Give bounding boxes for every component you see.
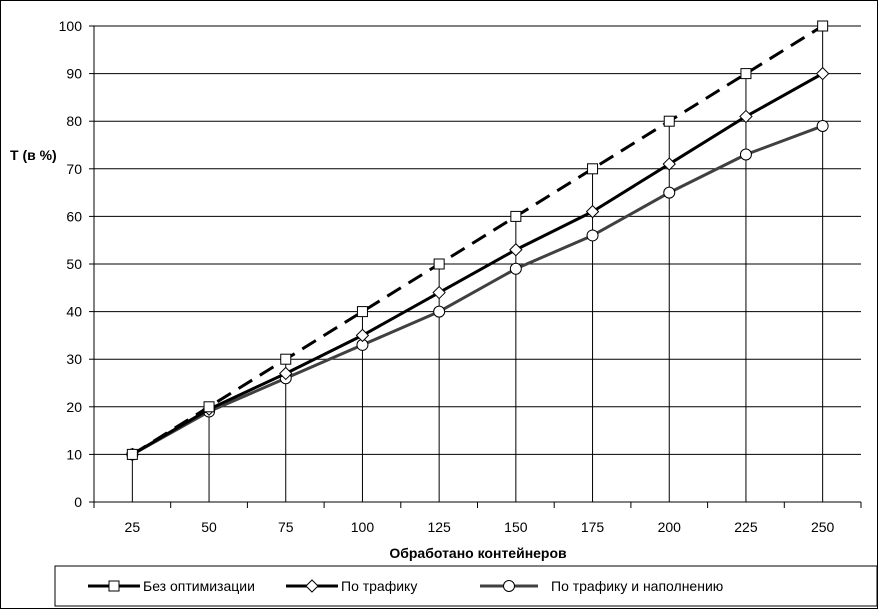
series-1-point-175 — [587, 163, 599, 175]
y-tick-labels: 0 10 20 30 40 50 60 70 80 90 100 — [59, 18, 83, 510]
series — [125, 20, 830, 462]
y-axis-title: T (в %) — [10, 147, 57, 163]
x-tick-label-25: 25 — [125, 519, 141, 535]
gridlines — [94, 25, 861, 455]
series-1-point-25 — [126, 448, 138, 460]
series-2-line — [131, 72, 824, 456]
y-tick-label-80: 80 — [66, 113, 82, 129]
series-2-point-200 — [662, 157, 676, 171]
series-1-point-200 — [663, 115, 675, 127]
series-2-point-100 — [355, 328, 370, 343]
legend-label-1: Без оптимизации — [143, 578, 255, 594]
series-2-point-125 — [432, 285, 446, 300]
series-1-line — [131, 24, 824, 456]
series-1-point-150 — [510, 210, 522, 222]
y-tick-label-40: 40 — [66, 304, 82, 320]
legend-item-1: Без оптимизации — [88, 578, 255, 594]
x-axis-title: Обработано контейнеров — [389, 545, 567, 561]
y-tick-label-50: 50 — [66, 256, 82, 272]
x-tick-label-100: 100 — [351, 519, 375, 535]
series-2-point-175 — [585, 204, 600, 219]
y-tick-label-20: 20 — [66, 399, 82, 415]
x-tick-label-75: 75 — [278, 519, 294, 535]
series-2-point-225 — [739, 109, 753, 124]
x-tick-label-125: 125 — [427, 519, 451, 535]
legend-item-3: По трафику и наполнению — [480, 578, 723, 594]
series-3-point-225 — [739, 148, 752, 161]
series-1-point-75 — [280, 353, 292, 365]
legend-label-2: По трафику — [341, 578, 417, 594]
series-3-point-125 — [433, 305, 446, 318]
axes — [89, 25, 862, 508]
y-tick-label-0: 0 — [74, 494, 82, 510]
x-tick-label-200: 200 — [658, 519, 682, 535]
x-tick-label-150: 150 — [504, 519, 528, 535]
series-3-point-200 — [663, 186, 676, 199]
y-tick-label-60: 60 — [66, 208, 82, 224]
legend-box — [54, 565, 878, 607]
y-tick-label-100: 100 — [59, 18, 83, 34]
legend-label-3: По трафику и наполнению — [551, 578, 723, 594]
series-3-point-150 — [509, 262, 522, 275]
series-2-point-75 — [279, 366, 293, 381]
series-3-point-250 — [816, 119, 829, 132]
series-3-line — [131, 124, 824, 456]
legend-marker-3 — [503, 580, 515, 592]
series-2-point-150 — [509, 243, 523, 257]
y-tick-label-70: 70 — [66, 161, 82, 177]
x-tick-label-250: 250 — [811, 519, 835, 535]
x-tick-label-50: 50 — [201, 519, 217, 535]
y-tick-label-30: 30 — [66, 351, 82, 367]
y-tick-label-90: 90 — [66, 66, 82, 82]
x-tick-label-225: 225 — [734, 519, 758, 535]
x-tick-label-175: 175 — [581, 519, 605, 535]
series-1-point-250 — [817, 20, 829, 32]
legend-marker-2 — [305, 579, 319, 593]
drop-lines — [131, 26, 824, 502]
series-1-point-225 — [740, 68, 752, 80]
series-1-point-100 — [356, 306, 368, 318]
series-2-point-250 — [815, 66, 830, 81]
legend-item-2: По трафику — [286, 578, 417, 594]
series-1-point-125 — [433, 258, 445, 270]
x-tick-labels: 25 50 75 100 125 150 175 200 225 250 — [125, 519, 835, 535]
series-3-point-175 — [586, 229, 599, 242]
y-tick-label-10: 10 — [66, 446, 82, 462]
legend-marker-1 — [108, 580, 120, 592]
series-1-point-50 — [203, 401, 215, 413]
series-1 — [126, 20, 829, 460]
legend: Без оптимизации По трафику По трафику и на… — [54, 565, 878, 607]
